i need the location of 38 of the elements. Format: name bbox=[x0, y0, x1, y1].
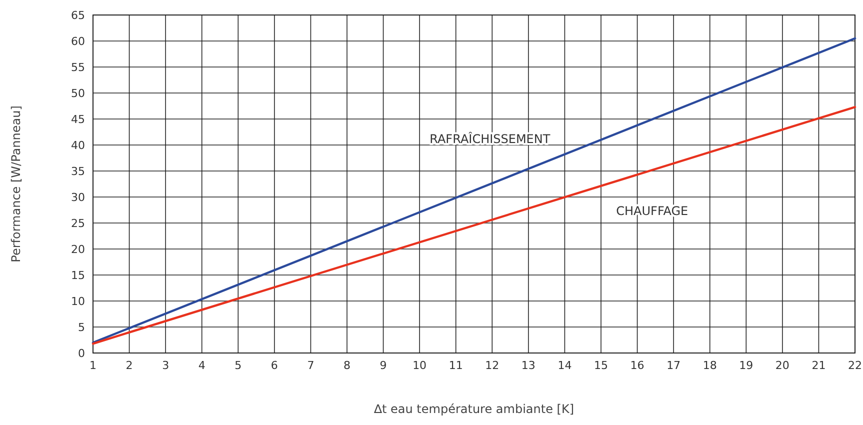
x-tick-label: 7 bbox=[307, 359, 314, 372]
y-tick-label: 25 bbox=[71, 217, 85, 230]
x-tick-label: 17 bbox=[666, 359, 681, 372]
y-tick-label: 60 bbox=[71, 35, 85, 48]
y-tick-label: 5 bbox=[78, 321, 85, 334]
x-tick-label: 9 bbox=[380, 359, 387, 372]
y-tick-label: 65 bbox=[71, 9, 85, 22]
y-tick-label: 45 bbox=[71, 113, 85, 126]
x-tick-label: 18 bbox=[702, 359, 717, 372]
x-tick-label: 22 bbox=[848, 359, 862, 372]
x-tick-label: 8 bbox=[344, 359, 350, 372]
x-tick-label: 14 bbox=[558, 359, 572, 372]
x-tick-label: 11 bbox=[448, 359, 463, 372]
x-tick-label: 19 bbox=[739, 359, 754, 372]
y-tick-label: 30 bbox=[71, 191, 85, 204]
y-tick-label: 50 bbox=[71, 87, 85, 100]
x-tick-label: 16 bbox=[630, 359, 644, 372]
x-tick-label: 1 bbox=[90, 359, 96, 372]
x-tick-label: 4 bbox=[198, 359, 206, 372]
y-tick-label: 10 bbox=[71, 295, 85, 308]
x-tick-label: 5 bbox=[234, 359, 242, 372]
x-tick-label: 20 bbox=[775, 359, 790, 372]
x-tick-label: 12 bbox=[485, 359, 500, 372]
x-tick-label: 2 bbox=[126, 359, 133, 372]
y-axis-title: Performance [W/Panneau] bbox=[9, 106, 23, 262]
x-tick-label: 15 bbox=[594, 359, 608, 372]
x-tick-label: 6 bbox=[270, 359, 278, 372]
y-tick-label: 40 bbox=[71, 139, 85, 152]
x-axis-title: ∆t eau température ambiante [K] bbox=[372, 402, 574, 416]
y-tick-label: 35 bbox=[71, 165, 85, 178]
x-tick-label: 3 bbox=[162, 359, 170, 372]
x-tick-label: 10 bbox=[412, 359, 427, 372]
y-tick-label: 20 bbox=[71, 243, 85, 256]
y-tick-label: 15 bbox=[71, 269, 85, 282]
x-tick-label: 21 bbox=[812, 359, 826, 372]
y-tick-label: 0 bbox=[78, 347, 85, 360]
y-tick-label: 55 bbox=[71, 61, 85, 74]
x-tick-label: 13 bbox=[521, 359, 536, 372]
